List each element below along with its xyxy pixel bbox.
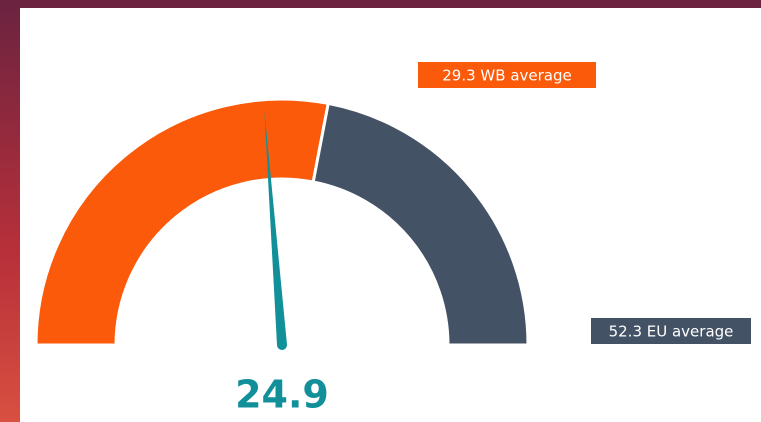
gauge-band bbox=[34, 97, 331, 347]
gauge-band bbox=[311, 101, 530, 347]
band-label: 29.3 WB average bbox=[442, 67, 571, 85]
band-label-box bbox=[418, 62, 596, 88]
band-label-box bbox=[591, 318, 751, 344]
needle bbox=[264, 110, 287, 350]
gauge-value: 24.9 bbox=[235, 373, 329, 417]
band-label: 52.3 EU average bbox=[609, 323, 734, 341]
